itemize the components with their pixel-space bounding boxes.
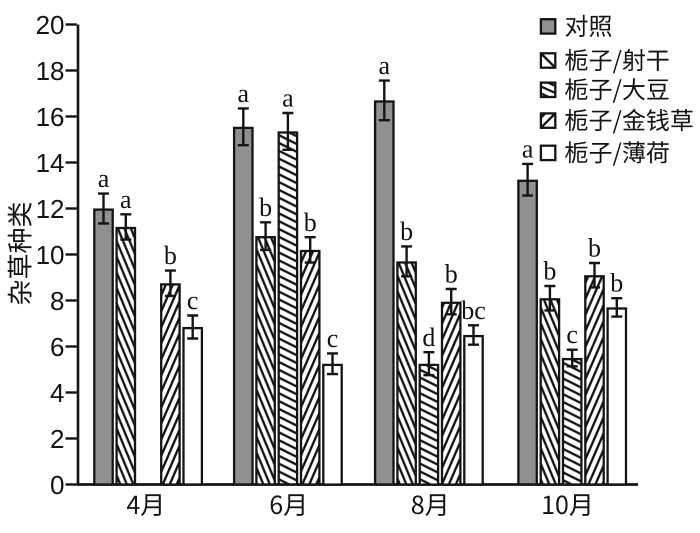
svg-text:a: a bbox=[238, 79, 250, 108]
svg-text:b: b bbox=[445, 260, 458, 289]
svg-text:a: a bbox=[282, 84, 294, 113]
svg-text:2: 2 bbox=[50, 424, 64, 454]
svg-text:0: 0 bbox=[50, 470, 64, 500]
svg-text:6: 6 bbox=[50, 332, 64, 362]
svg-text:b: b bbox=[543, 257, 556, 286]
svg-text:14: 14 bbox=[36, 148, 65, 178]
svg-text:a: a bbox=[98, 164, 110, 193]
svg-text:b: b bbox=[400, 217, 413, 246]
svg-text:bc: bc bbox=[461, 296, 486, 325]
svg-text:20: 20 bbox=[36, 10, 65, 40]
svg-text:b: b bbox=[164, 241, 177, 270]
svg-text:18: 18 bbox=[36, 56, 65, 86]
svg-text:c: c bbox=[187, 286, 199, 315]
svg-text:10: 10 bbox=[36, 240, 65, 270]
svg-text:8: 8 bbox=[50, 286, 64, 316]
svg-text:b: b bbox=[259, 193, 272, 222]
svg-text:a: a bbox=[522, 134, 534, 163]
svg-text:d: d bbox=[422, 323, 435, 352]
svg-text:b: b bbox=[304, 208, 317, 237]
svg-text:c: c bbox=[327, 324, 339, 353]
svg-text:a: a bbox=[379, 51, 391, 80]
svg-text:b: b bbox=[610, 269, 623, 298]
svg-text:12: 12 bbox=[36, 194, 65, 224]
svg-text:b: b bbox=[588, 234, 601, 263]
svg-text:4: 4 bbox=[50, 378, 64, 408]
svg-text:16: 16 bbox=[36, 102, 65, 132]
svg-text:c: c bbox=[566, 320, 578, 349]
svg-text:a: a bbox=[120, 185, 132, 214]
